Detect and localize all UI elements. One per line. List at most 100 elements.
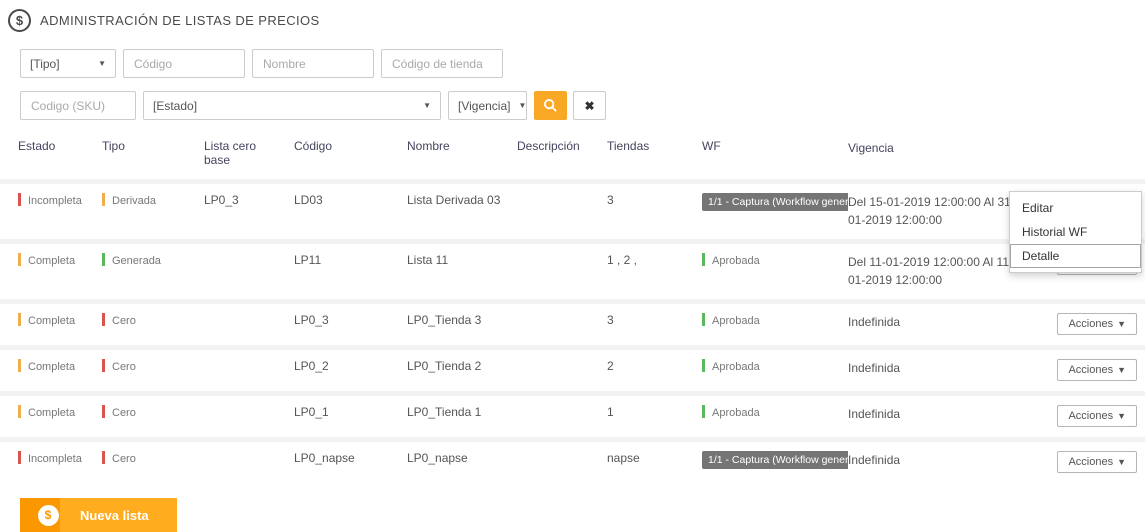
table-row: Completa Generada LP11 Lista 11 1 , 2 , … xyxy=(0,239,1145,299)
column-header-acciones xyxy=(1037,139,1145,167)
wf-cell: Aprobada xyxy=(702,359,848,373)
acciones-button[interactable]: Acciones▼ xyxy=(1057,313,1137,335)
vigencia-select-value: [Vigencia] xyxy=(458,98,511,113)
column-header-wf: WF xyxy=(702,139,721,153)
table-row: Completa Cero LP0_2 LP0_Tienda 2 2 Aprob… xyxy=(0,345,1145,391)
filters-panel: [Tipo] ▼ [Estado] ▼ [Vigencia] ▼ ✖ xyxy=(20,49,1145,120)
estado-flag-bar xyxy=(18,359,21,372)
estado-cell: Completa xyxy=(0,405,102,419)
codigo-cell: LP11 xyxy=(294,253,322,267)
estado-select[interactable]: [Estado] ▼ xyxy=(143,91,441,120)
clear-filters-button[interactable]: ✖ xyxy=(573,91,606,120)
estado-cell: Incompleta xyxy=(0,193,102,207)
nombre-input[interactable] xyxy=(252,49,374,78)
caret-down-icon: ▼ xyxy=(1117,365,1126,375)
wf-label: Aprobada xyxy=(712,407,760,419)
nombre-cell: Lista 11 xyxy=(407,253,449,267)
acciones-button[interactable]: Acciones▼ xyxy=(1057,405,1137,427)
search-icon xyxy=(543,98,557,112)
codigo-sku-input[interactable] xyxy=(20,91,136,120)
acciones-dropdown-menu: Editar Historial WF Detalle xyxy=(1009,191,1142,273)
column-header-codigo: Código xyxy=(294,139,333,153)
nombre-cell: LP0_Tienda 2 xyxy=(407,359,482,373)
acciones-button[interactable]: Acciones▼ xyxy=(1057,451,1137,473)
acciones-cell: Acciones▼ xyxy=(1037,313,1145,335)
tiendas-cell: 1 xyxy=(607,405,614,419)
codigo-cell: LD03 xyxy=(294,193,323,207)
chevron-down-icon: ▼ xyxy=(98,59,106,68)
table-header-row: Estado Tipo Lista cero base Código Nombr… xyxy=(0,133,1145,179)
tipo-label: Cero xyxy=(112,315,136,327)
tipo-flag-bar xyxy=(102,313,105,326)
table-row: Completa Cero LP0_1 LP0_Tienda 1 1 Aprob… xyxy=(0,391,1145,437)
wf-flag-bar xyxy=(702,313,705,326)
estado-cell: Completa xyxy=(0,253,102,267)
column-header-descripcion: Descripción xyxy=(517,139,580,153)
estado-flag-bar xyxy=(18,253,21,266)
tipo-label: Cero xyxy=(112,407,136,419)
dollar-circle-icon: $ xyxy=(37,504,59,526)
tipo-flag-bar xyxy=(102,193,105,206)
nueva-lista-button[interactable]: $ Nueva lista xyxy=(20,498,177,532)
nombre-cell: LP0_Tienda 3 xyxy=(407,313,482,327)
tipo-cell: Derivada xyxy=(102,193,204,207)
tiendas-cell: 3 xyxy=(607,193,614,207)
chevron-down-icon: ▼ xyxy=(518,101,527,110)
estado-cell: Completa xyxy=(0,313,102,327)
wf-flag-bar xyxy=(702,253,705,266)
vigencia-select[interactable]: [Vigencia] ▼ xyxy=(448,91,527,120)
tipo-select-value: [Tipo] xyxy=(30,56,60,71)
acciones-cell: Acciones▼ xyxy=(1037,359,1145,381)
codigo-tienda-input[interactable] xyxy=(381,49,503,78)
chevron-down-icon: ▼ xyxy=(423,101,431,110)
dollar-circle-icon: $ xyxy=(8,9,31,32)
estado-cell: Completa xyxy=(0,359,102,373)
search-button[interactable] xyxy=(534,91,567,120)
tipo-flag-bar xyxy=(102,405,105,418)
wf-label: Aprobada xyxy=(712,315,760,327)
estado-label: Completa xyxy=(28,407,76,419)
tipo-label: Cero xyxy=(112,361,136,373)
wf-cell: 1/1 - Captura (Workflow general) xyxy=(702,193,848,211)
table-row: Incompleta Cero LP0_napse LP0_napse naps… xyxy=(0,437,1145,483)
tipo-cell: Generada xyxy=(102,253,204,267)
close-icon: ✖ xyxy=(584,98,595,113)
wf-status-badge: 1/1 - Captura (Workflow general) xyxy=(702,451,848,469)
menu-item-editar[interactable]: Editar xyxy=(1022,201,1054,215)
tipo-label: Generada xyxy=(112,255,161,267)
wf-flag-bar xyxy=(702,359,705,372)
lista-cero-base-cell: LP0_3 xyxy=(204,193,239,207)
codigo-cell: LP0_2 xyxy=(294,359,329,373)
wf-cell: 1/1 - Captura (Workflow general) xyxy=(702,451,848,469)
estado-label: Completa xyxy=(28,361,76,373)
vigencia-cell: Del 15-01-2019 12:00:00 Al 31-01-2019 12… xyxy=(848,195,1015,227)
nombre-cell: LP0_Tienda 1 xyxy=(407,405,482,419)
menu-item-detalle[interactable]: Detalle xyxy=(1010,244,1141,268)
wf-cell: Aprobada xyxy=(702,253,848,267)
tipo-select[interactable]: [Tipo] ▼ xyxy=(20,49,116,78)
menu-item-historial-wf[interactable]: Historial WF xyxy=(1022,225,1088,239)
tipo-label: Cero xyxy=(112,453,136,465)
column-header-nombre: Nombre xyxy=(407,139,450,153)
price-lists-table: Estado Tipo Lista cero base Código Nombr… xyxy=(0,133,1145,483)
codigo-cell: LP0_3 xyxy=(294,313,329,327)
estado-flag-bar xyxy=(18,405,21,418)
column-header-tiendas: Tiendas xyxy=(607,139,650,153)
codigo-input[interactable] xyxy=(123,49,245,78)
estado-flag-bar xyxy=(18,193,21,206)
tipo-cell: Cero xyxy=(102,359,204,373)
vigencia-cell: Del 11-01-2019 12:00:00 Al 11-01-2019 12… xyxy=(848,255,1014,287)
tipo-cell: Cero xyxy=(102,313,204,327)
estado-select-value: [Estado] xyxy=(153,98,198,113)
acciones-button[interactable]: Acciones▼ xyxy=(1057,359,1137,381)
table-row: Completa Cero LP0_3 LP0_Tienda 3 3 Aprob… xyxy=(0,299,1145,345)
codigo-cell: LP0_1 xyxy=(294,405,329,419)
estado-label: Incompleta xyxy=(28,195,82,207)
caret-down-icon: ▼ xyxy=(1117,411,1126,421)
codigo-cell: LP0_napse xyxy=(294,451,355,465)
wf-status-badge: 1/1 - Captura (Workflow general) xyxy=(702,193,848,211)
caret-down-icon: ▼ xyxy=(1117,457,1126,467)
tipo-flag-bar xyxy=(102,451,105,464)
column-header-tipo: Tipo xyxy=(102,139,125,153)
wf-flag-bar xyxy=(702,405,705,418)
